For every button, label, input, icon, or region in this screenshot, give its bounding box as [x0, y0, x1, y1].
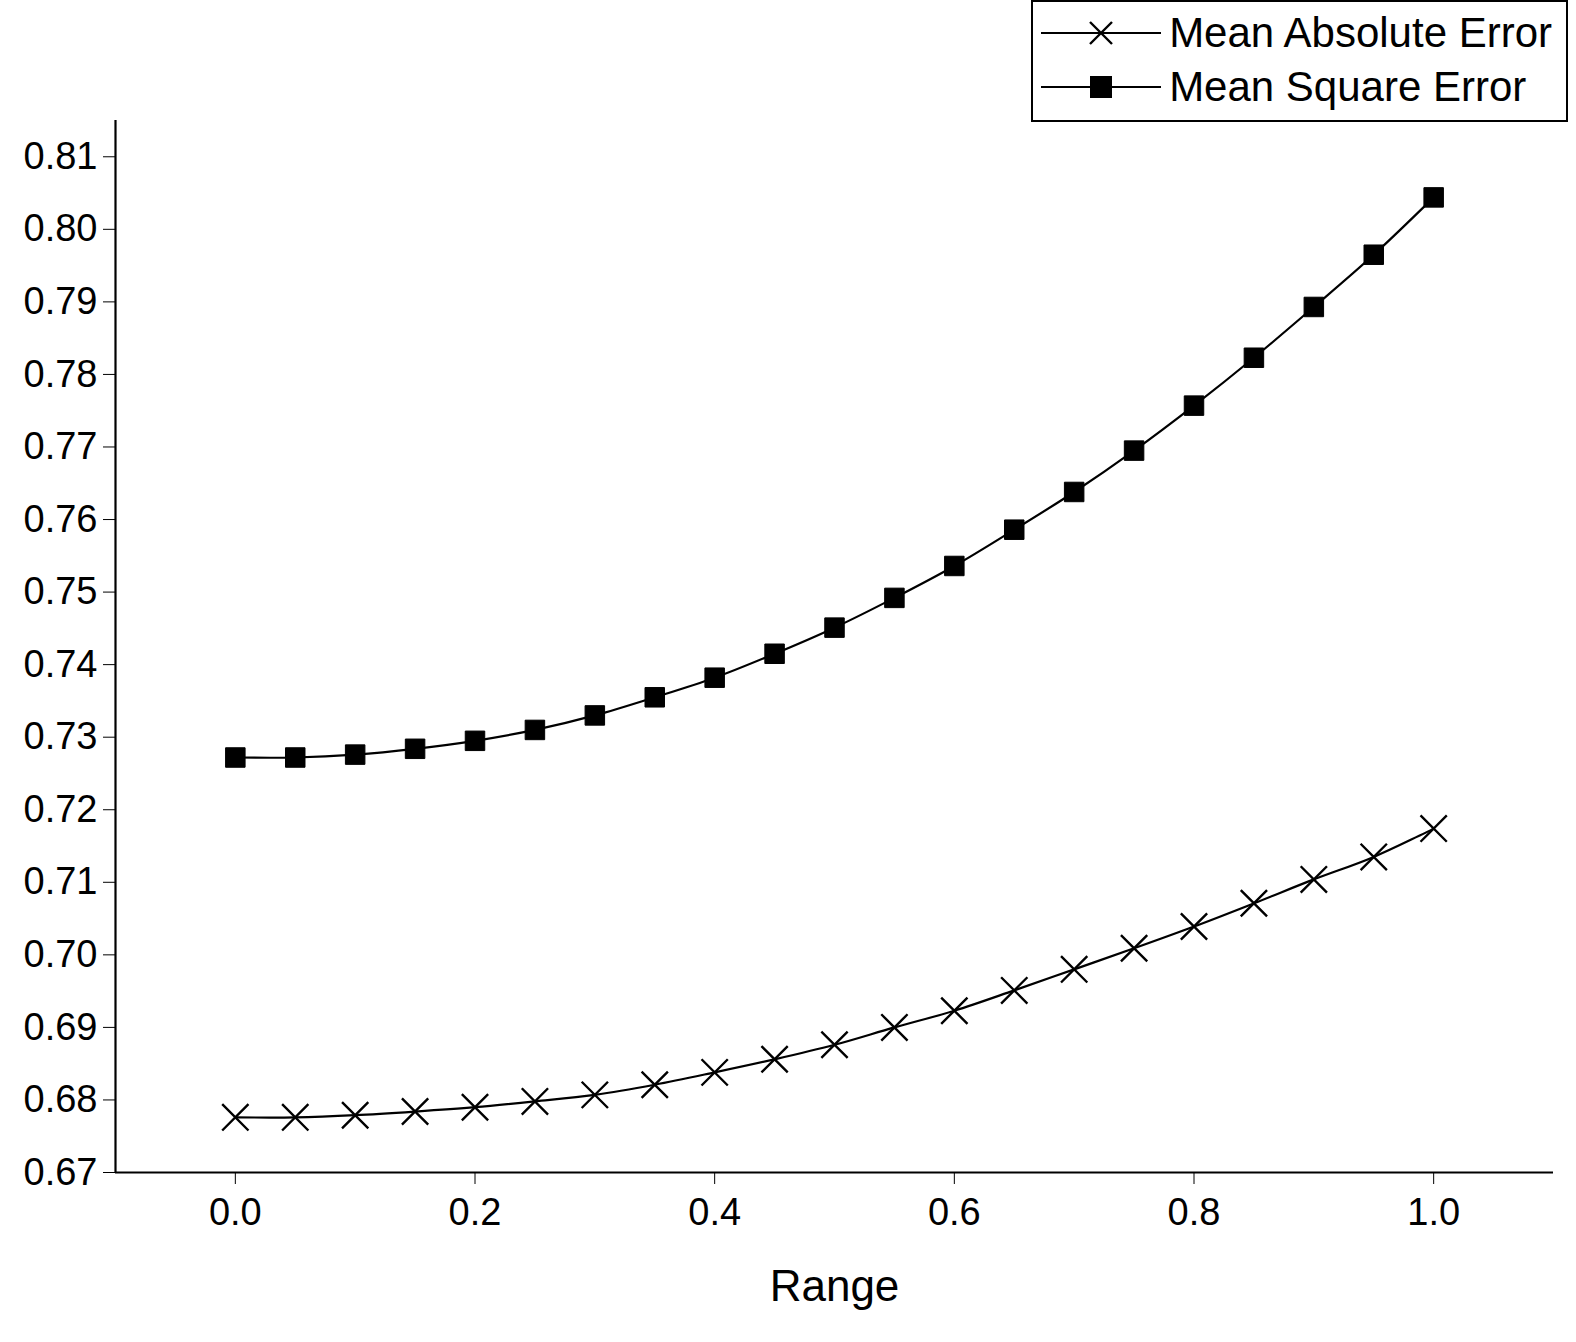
svg-text:0.4: 0.4 — [688, 1191, 741, 1233]
svg-text:0.75: 0.75 — [24, 570, 98, 612]
svg-text:0.0: 0.0 — [209, 1191, 262, 1233]
svg-text:0.78: 0.78 — [24, 353, 98, 395]
svg-text:0.2: 0.2 — [449, 1191, 502, 1233]
svg-text:0.67: 0.67 — [24, 1151, 98, 1193]
svg-text:0.74: 0.74 — [24, 643, 98, 685]
svg-text:0.69: 0.69 — [24, 1006, 98, 1048]
svg-text:0.81: 0.81 — [24, 135, 98, 177]
svg-text:0.8: 0.8 — [1168, 1191, 1221, 1233]
svg-text:0.70: 0.70 — [24, 933, 98, 975]
html-text:Mean Square Error: Mean Square Error — [1169, 63, 1527, 110]
svg-text:Range: Range — [770, 1261, 900, 1310]
svg-text:0.76: 0.76 — [24, 498, 98, 540]
svg-text:0.79: 0.79 — [24, 280, 98, 322]
svg-text:0.72: 0.72 — [24, 788, 98, 830]
svg-text:0.6: 0.6 — [928, 1191, 981, 1233]
svg-text:0.80: 0.80 — [24, 207, 98, 249]
svg-text:0.71: 0.71 — [24, 860, 98, 902]
svg-text:1.0: 1.0 — [1407, 1191, 1460, 1233]
html-text:Mean Absolute Error: Mean Absolute Error — [1169, 9, 1552, 56]
svg-text:0.68: 0.68 — [24, 1078, 98, 1120]
svg-text:0.77: 0.77 — [24, 425, 98, 467]
svg-text:0.73: 0.73 — [24, 715, 98, 757]
